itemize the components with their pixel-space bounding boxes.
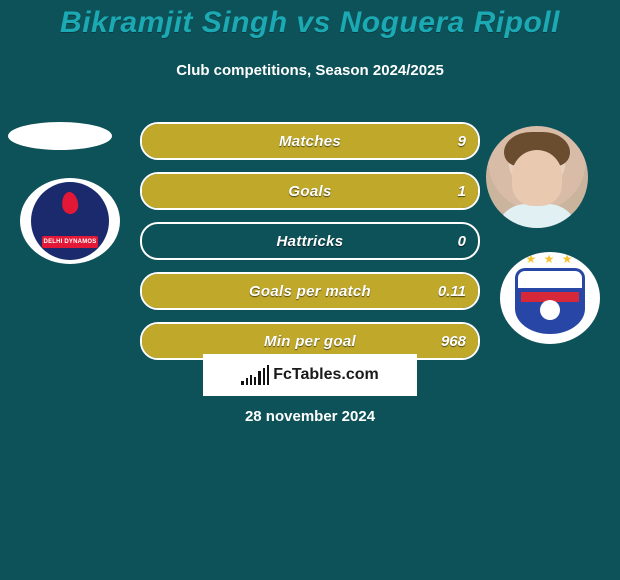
stat-value-right: 9	[446, 124, 478, 158]
club-right-shield-icon	[515, 260, 585, 334]
club-left-crest-flame-icon	[61, 191, 79, 215]
player-right-face-icon	[486, 126, 588, 228]
page-subtitle: Club competitions, Season 2024/2025	[0, 62, 620, 79]
stat-label: Hattricks	[142, 224, 478, 258]
stat-label: Min per goal	[142, 324, 478, 358]
club-right-crest: ★ ★ ★	[500, 252, 600, 344]
stat-label: Goals	[142, 174, 478, 208]
club-left-crest-shape: DELHI DYNAMOS	[31, 182, 109, 260]
watermark-text: FcTables.com	[273, 366, 379, 384]
footer-date: 28 november 2024	[0, 408, 620, 425]
comparison-canvas: Bikramjit Singh vs Noguera Ripoll Club c…	[0, 0, 620, 580]
player-left-photo-placeholder	[8, 122, 112, 150]
page-title: Bikramjit Singh vs Noguera Ripoll	[0, 6, 620, 40]
stat-value-right: 0	[446, 224, 478, 258]
stat-row-hattricks: Hattricks 0	[140, 222, 480, 260]
stat-value-right: 968	[429, 324, 478, 358]
club-left-crest: DELHI DYNAMOS	[20, 178, 120, 264]
stats-column: Matches 9 Goals 1 Hattricks 0 Goals per …	[140, 122, 480, 372]
watermark-box: FcTables.com	[203, 354, 417, 396]
stat-row-gpm: Goals per match 0.11	[140, 272, 480, 310]
stat-value-right: 0.11	[426, 274, 478, 308]
stat-row-matches: Matches 9	[140, 122, 480, 160]
player-right-photo	[486, 126, 588, 228]
stat-row-goals: Goals 1	[140, 172, 480, 210]
watermark-bars-icon	[241, 365, 269, 385]
stat-label: Matches	[142, 124, 478, 158]
club-left-crest-banner: DELHI DYNAMOS	[42, 236, 98, 248]
stat-value-right: 1	[446, 174, 478, 208]
